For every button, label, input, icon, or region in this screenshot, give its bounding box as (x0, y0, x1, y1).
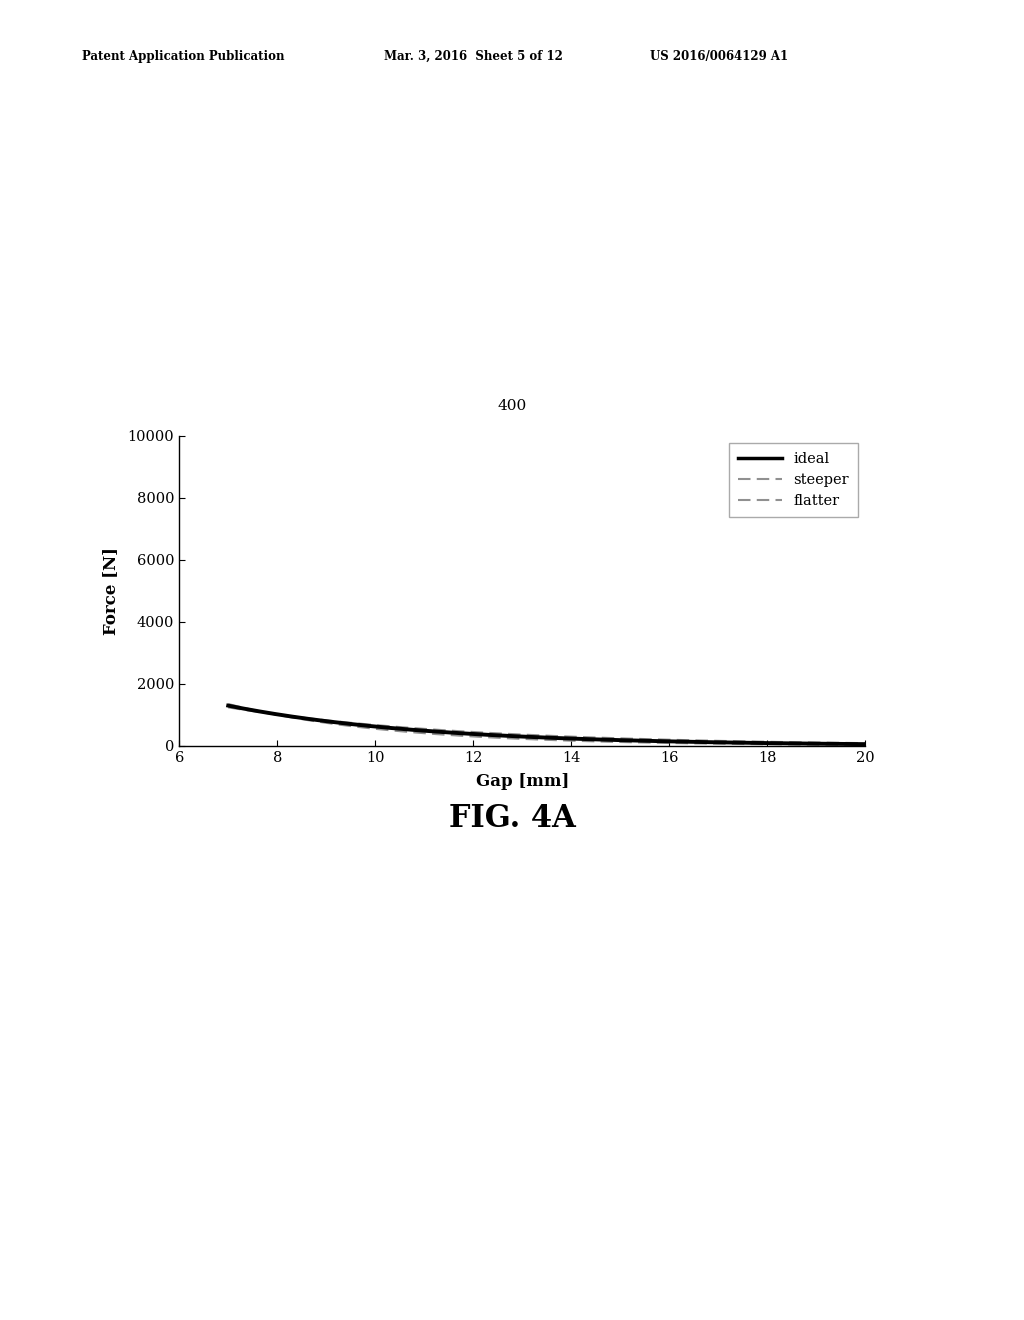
Text: FIG. 4A: FIG. 4A (449, 803, 575, 833)
Legend: ideal, steeper, flatter: ideal, steeper, flatter (729, 444, 858, 517)
Text: 400: 400 (498, 399, 526, 413)
Text: Patent Application Publication: Patent Application Publication (82, 50, 285, 63)
Text: US 2016/0064129 A1: US 2016/0064129 A1 (650, 50, 788, 63)
X-axis label: Gap [mm]: Gap [mm] (475, 774, 569, 789)
Y-axis label: Force [N]: Force [N] (102, 546, 120, 635)
Text: Mar. 3, 2016  Sheet 5 of 12: Mar. 3, 2016 Sheet 5 of 12 (384, 50, 563, 63)
